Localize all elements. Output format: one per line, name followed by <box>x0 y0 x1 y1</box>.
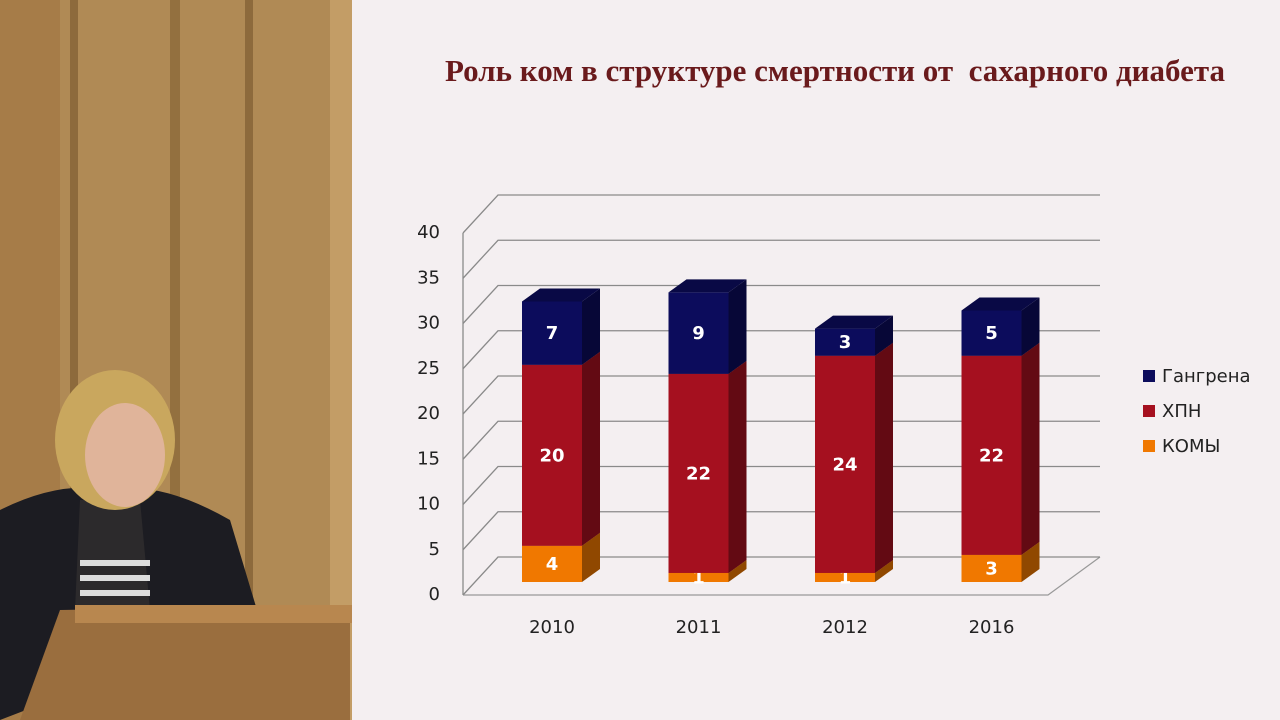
y-tick-label: 30 <box>417 313 440 334</box>
legend-label: ХПН <box>1162 401 1201 422</box>
data-label: 3 <box>839 332 852 353</box>
y-tick-label: 0 <box>429 584 440 605</box>
bar-segment <box>668 572 729 582</box>
y-tick-label: 5 <box>429 539 440 560</box>
grid-line <box>462 465 1100 505</box>
legend-swatch <box>1143 370 1155 382</box>
bar-side <box>875 342 893 573</box>
legend-swatch <box>1143 405 1155 417</box>
legend-label: КОМЫ <box>1162 436 1220 457</box>
bar-segment <box>961 310 1022 356</box>
bar-segment <box>961 554 1022 582</box>
data-label: 22 <box>686 463 711 484</box>
y-tick-label: 25 <box>417 358 440 379</box>
bar-side <box>582 288 600 365</box>
chart: 0510152025303540201042072011122920121243… <box>417 194 1251 638</box>
grid-line <box>462 194 1100 234</box>
x-tick-label: 2010 <box>529 617 575 638</box>
bar-side <box>582 351 600 546</box>
data-label: 5 <box>985 323 998 344</box>
data-label: 24 <box>832 454 857 475</box>
x-tick-label: 2016 <box>969 617 1015 638</box>
bar-side <box>875 315 893 356</box>
grid-line <box>462 420 1100 460</box>
data-label: 7 <box>546 323 559 344</box>
bar-side <box>1021 297 1040 356</box>
y-tick-label: 40 <box>417 222 440 243</box>
data-label: 20 <box>539 445 564 466</box>
grid-line <box>462 239 1100 279</box>
bar-segment <box>522 301 582 365</box>
bar-segment <box>668 373 729 573</box>
grid-line <box>462 375 1100 415</box>
legend-label: Гангрена <box>1162 366 1251 387</box>
y-tick-label: 15 <box>417 448 440 469</box>
bar-segment <box>961 355 1022 555</box>
bar-side <box>1021 541 1040 582</box>
bar-segment <box>815 328 875 356</box>
bar-segment <box>815 355 875 573</box>
bar-side <box>582 532 600 582</box>
y-tick-label: 20 <box>417 403 440 424</box>
data-label: 4 <box>546 554 559 575</box>
bar-top <box>815 315 893 329</box>
data-label: 9 <box>692 323 705 344</box>
bar-side <box>1021 342 1040 555</box>
y-tick-label: 35 <box>417 267 440 288</box>
floor <box>463 556 1101 596</box>
data-label: 22 <box>979 445 1004 466</box>
y-tick-label: 10 <box>417 494 440 515</box>
bar-segment <box>668 292 729 374</box>
bar-side <box>728 279 747 374</box>
bar-segment <box>815 572 875 582</box>
speaker-photo <box>0 0 352 720</box>
data-label: 3 <box>985 558 998 579</box>
bar-top <box>522 288 600 302</box>
chart-title: Роль ком в структуре смертности от сахар… <box>445 53 1225 88</box>
legend-swatch <box>1143 440 1155 452</box>
grid-line <box>462 511 1100 551</box>
grid-line <box>462 284 1100 324</box>
grid-line <box>462 330 1100 370</box>
bar-top <box>668 279 747 293</box>
bar-segment <box>522 364 582 546</box>
bar-side <box>728 559 747 582</box>
bar-segment <box>522 545 582 582</box>
bar-side <box>728 360 747 573</box>
bar-side <box>875 559 893 582</box>
x-tick-label: 2011 <box>676 617 722 638</box>
bar-top <box>961 297 1040 311</box>
grid-line <box>462 556 1100 596</box>
x-tick-label: 2012 <box>822 617 868 638</box>
